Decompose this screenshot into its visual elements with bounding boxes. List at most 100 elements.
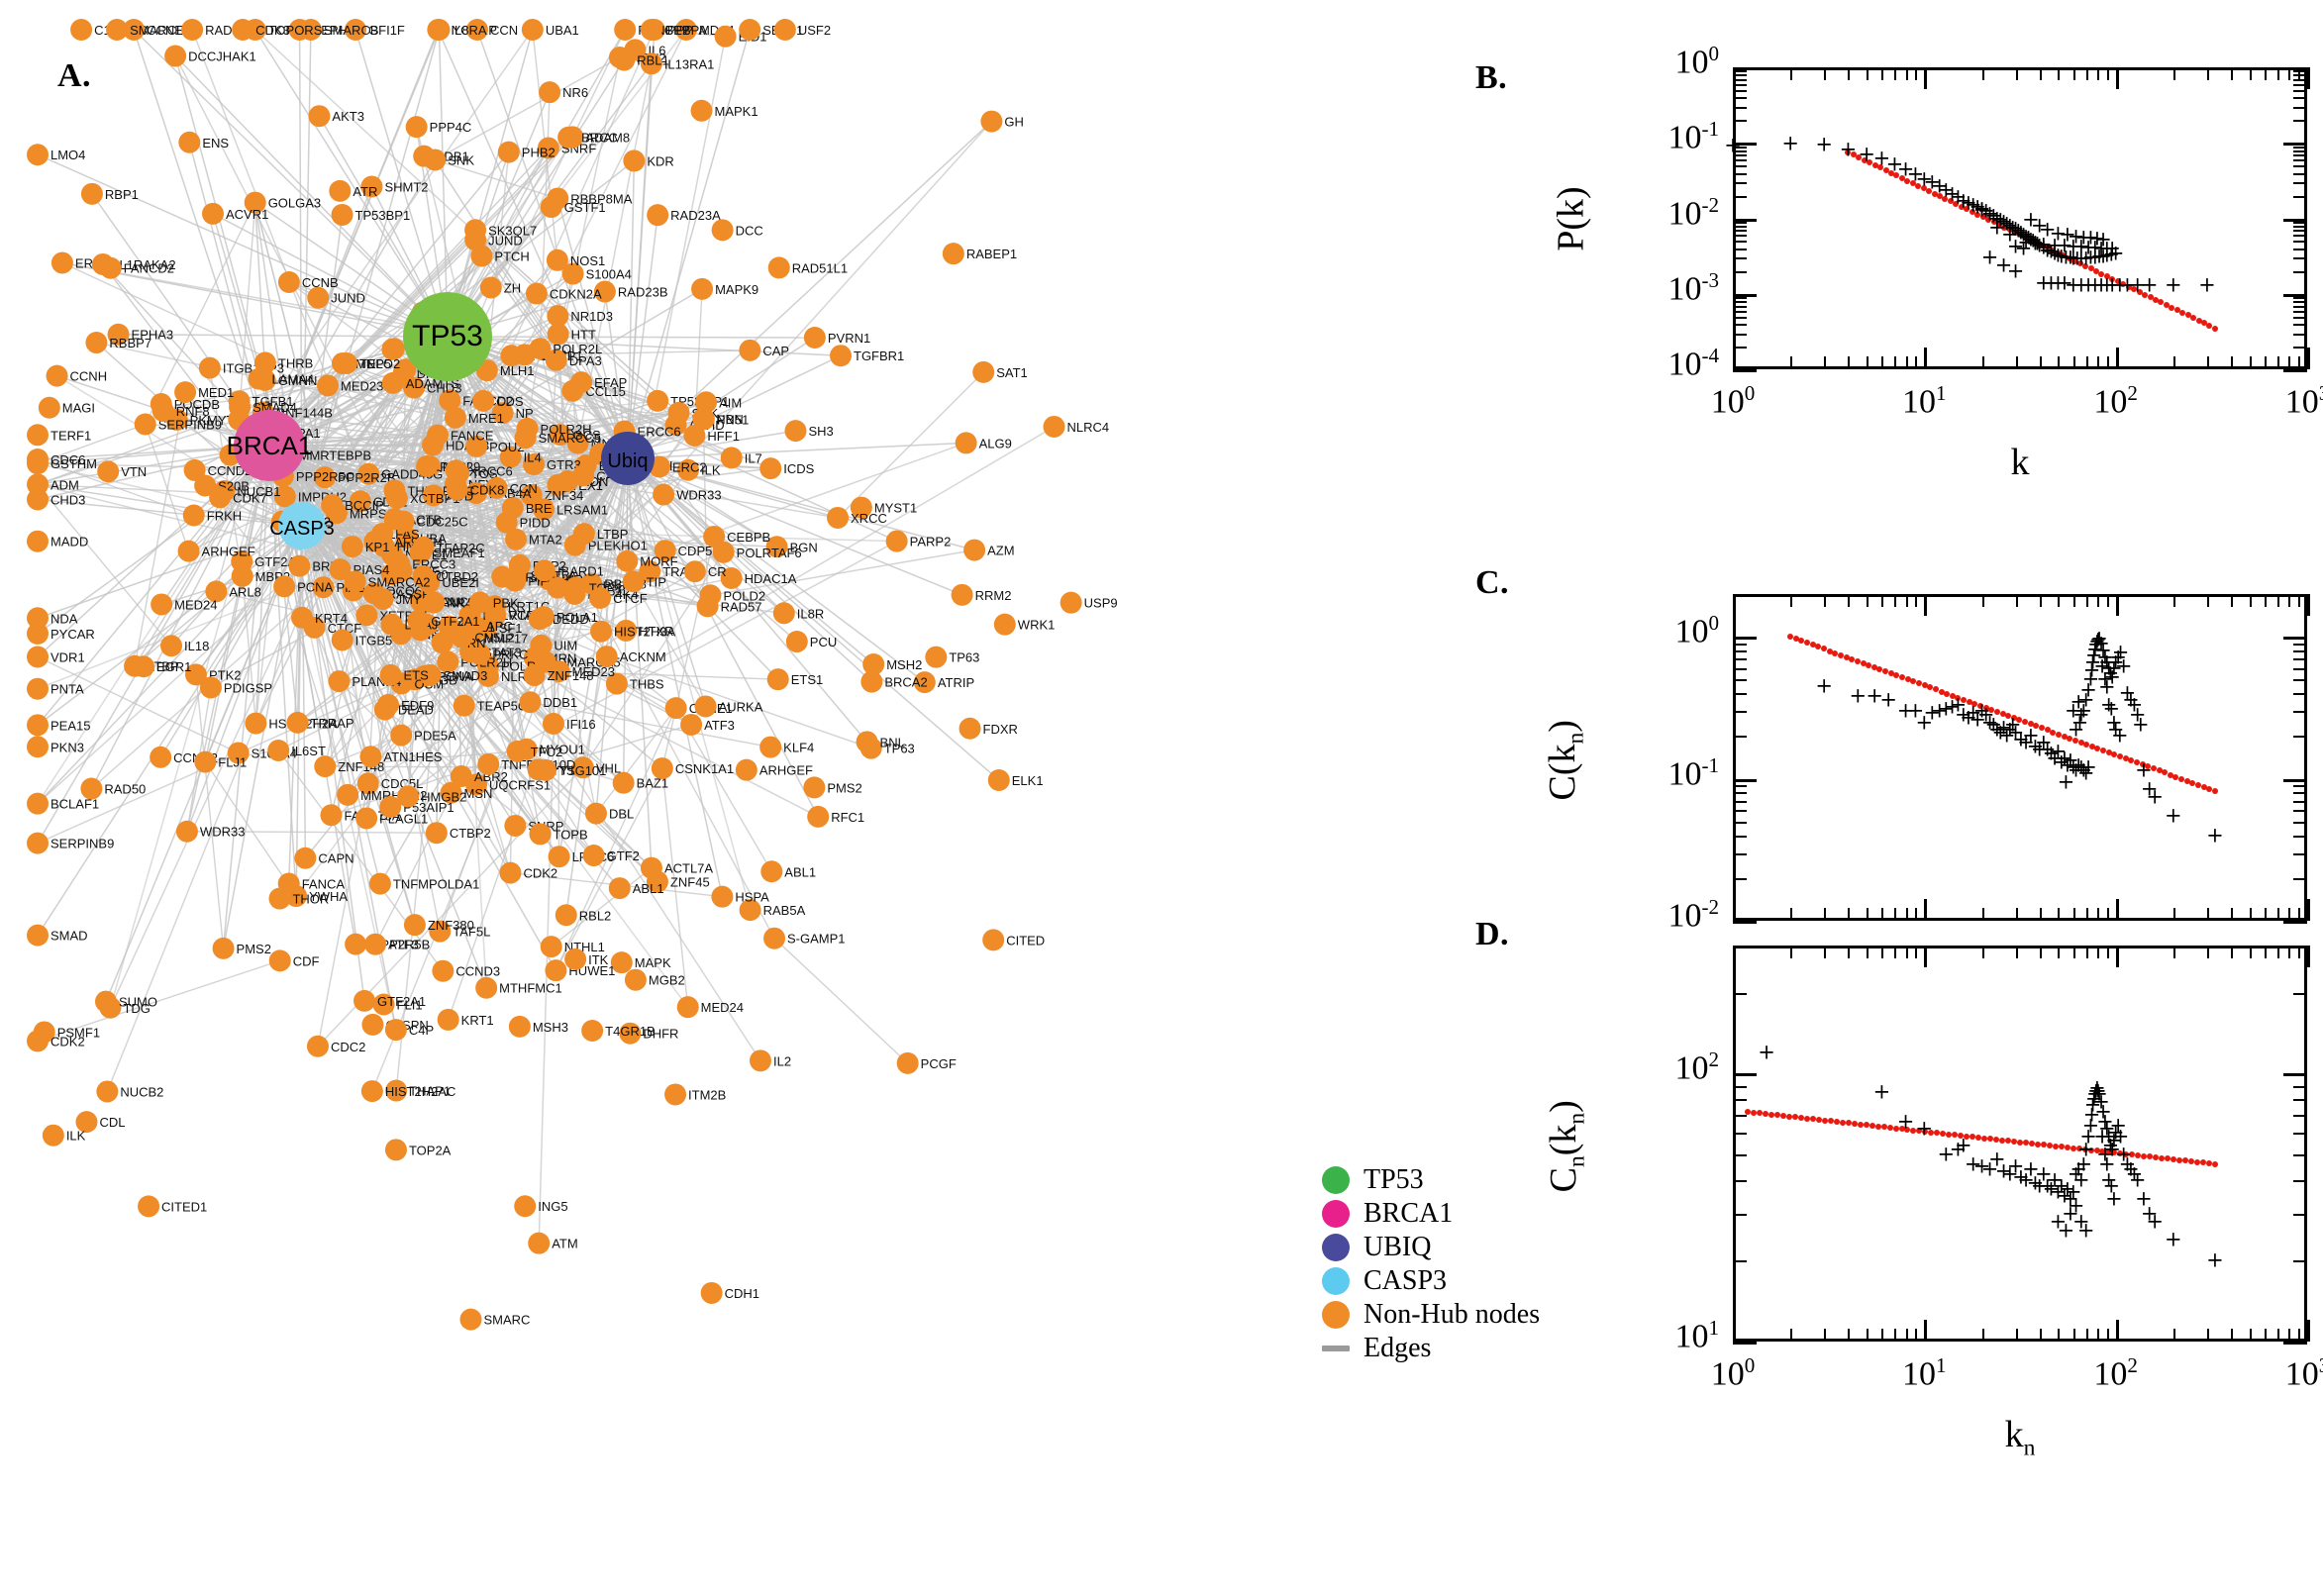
network-node[interactable] (545, 349, 567, 371)
network-node[interactable] (610, 951, 633, 974)
network-node[interactable] (314, 755, 337, 778)
network-node[interactable] (862, 652, 885, 675)
network-node[interactable] (856, 731, 878, 753)
network-node[interactable] (328, 670, 351, 693)
network-node[interactable] (640, 856, 662, 879)
network-node[interactable] (504, 814, 527, 837)
network-node[interactable] (385, 487, 408, 510)
network-node[interactable] (416, 454, 439, 477)
network-node[interactable] (341, 536, 363, 558)
network-node[interactable] (772, 602, 795, 625)
network-node[interactable] (465, 435, 488, 457)
network-node[interactable] (584, 802, 607, 825)
network-node[interactable] (359, 746, 382, 768)
network-node[interactable] (534, 758, 556, 781)
network-node[interactable] (472, 389, 495, 412)
network-node[interactable] (896, 1051, 919, 1074)
network-node[interactable] (519, 691, 542, 714)
network-node[interactable] (96, 1080, 119, 1103)
network-node[interactable] (582, 845, 605, 867)
network-node[interactable] (674, 19, 697, 41)
network-node[interactable] (373, 698, 396, 721)
network-node[interactable] (850, 496, 872, 519)
network-node[interactable] (557, 126, 580, 149)
network-node[interactable] (589, 587, 612, 610)
network-node[interactable] (85, 332, 108, 354)
network-node[interactable] (566, 432, 589, 454)
network-node[interactable] (392, 510, 415, 533)
network-node[interactable] (453, 694, 475, 717)
network-node[interactable] (372, 535, 395, 557)
network-node[interactable] (397, 785, 420, 808)
network-node[interactable] (450, 765, 472, 788)
network-node[interactable] (27, 924, 49, 947)
network-node[interactable] (80, 182, 103, 205)
network-node[interactable] (547, 576, 569, 599)
network-node[interactable] (803, 776, 826, 799)
network-node[interactable] (371, 588, 394, 611)
network-node[interactable] (355, 807, 378, 830)
network-node[interactable] (749, 1049, 771, 1072)
network-node[interactable] (312, 576, 335, 599)
network-node[interactable] (459, 1308, 482, 1331)
network-node[interactable] (465, 19, 488, 41)
network-node[interactable] (336, 352, 358, 375)
network-node[interactable] (331, 629, 354, 651)
network-node[interactable] (245, 712, 267, 735)
network-node[interactable] (317, 374, 340, 397)
network-node[interactable] (760, 860, 783, 883)
network-node[interactable] (357, 462, 380, 485)
network-node[interactable] (571, 756, 594, 779)
network-node[interactable] (680, 713, 703, 736)
network-node[interactable] (244, 191, 266, 214)
network-node[interactable] (277, 271, 300, 294)
network-node[interactable] (432, 959, 454, 982)
network-node[interactable] (439, 389, 461, 412)
network-node[interactable] (619, 1022, 642, 1045)
network-node[interactable] (546, 249, 568, 271)
network-node[interactable] (545, 959, 567, 982)
network-node[interactable] (913, 671, 936, 694)
network-node[interactable] (227, 742, 250, 764)
network-node[interactable] (773, 19, 796, 41)
network-node[interactable] (640, 52, 662, 75)
network-node[interactable] (614, 19, 637, 41)
network-node[interactable] (700, 1281, 723, 1304)
network-node[interactable] (605, 672, 628, 695)
network-node[interactable] (427, 19, 450, 41)
network-node[interactable] (547, 305, 569, 328)
network-node[interactable] (691, 277, 714, 300)
network-node[interactable] (540, 196, 562, 219)
network-node[interactable] (337, 783, 359, 806)
network-node[interactable] (440, 781, 462, 804)
network-node[interactable] (564, 576, 587, 599)
network-node[interactable] (514, 1195, 537, 1218)
network-node[interactable] (624, 968, 647, 991)
network-node[interactable] (175, 820, 198, 843)
network-node[interactable] (419, 663, 442, 686)
network-node[interactable] (807, 805, 830, 828)
network-node[interactable] (294, 847, 317, 869)
network-node[interactable] (133, 655, 155, 678)
network-node[interactable] (27, 473, 49, 496)
network-node[interactable] (288, 554, 311, 577)
network-node[interactable] (468, 591, 491, 614)
network-node[interactable] (349, 490, 371, 513)
network-node[interactable] (499, 861, 522, 884)
network-node[interactable] (564, 948, 587, 970)
network-node[interactable] (403, 914, 426, 937)
network-node[interactable] (379, 663, 402, 686)
network-node[interactable] (784, 420, 807, 443)
network-node[interactable] (431, 632, 454, 654)
network-node[interactable] (379, 796, 402, 819)
network-node[interactable] (528, 1232, 551, 1254)
network-node[interactable] (451, 626, 473, 648)
network-node[interactable] (639, 560, 661, 583)
network-node[interactable] (993, 613, 1016, 636)
network-node[interactable] (491, 402, 514, 425)
network-node[interactable] (27, 1030, 49, 1052)
network-node[interactable] (561, 262, 584, 285)
network-node[interactable] (767, 256, 790, 279)
network-node[interactable] (549, 424, 571, 447)
network-node[interactable] (690, 99, 713, 122)
